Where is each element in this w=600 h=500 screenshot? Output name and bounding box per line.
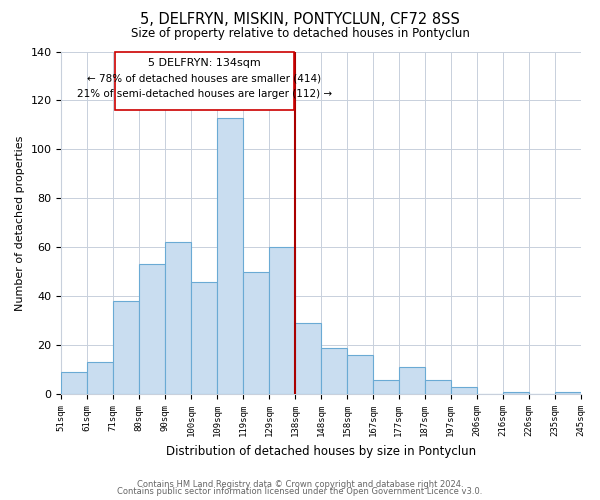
Bar	[321, 348, 347, 394]
Text: 5, DELFRYN, MISKIN, PONTYCLUN, CF72 8SS: 5, DELFRYN, MISKIN, PONTYCLUN, CF72 8SS	[140, 12, 460, 28]
Bar	[139, 264, 165, 394]
Text: Contains HM Land Registry data © Crown copyright and database right 2024.: Contains HM Land Registry data © Crown c…	[137, 480, 463, 489]
Bar	[399, 368, 425, 394]
Bar	[243, 272, 269, 394]
Bar	[373, 380, 399, 394]
Bar	[165, 242, 191, 394]
Text: Contains public sector information licensed under the Open Government Licence v3: Contains public sector information licen…	[118, 487, 482, 496]
Bar	[347, 355, 373, 394]
Y-axis label: Number of detached properties: Number of detached properties	[15, 135, 25, 310]
Bar	[425, 380, 451, 394]
Text: ← 78% of detached houses are smaller (414): ← 78% of detached houses are smaller (41…	[88, 74, 322, 84]
FancyBboxPatch shape	[115, 52, 295, 110]
Bar	[503, 392, 529, 394]
Text: 21% of semi-detached houses are larger (112) →: 21% of semi-detached houses are larger (…	[77, 90, 332, 100]
Bar	[191, 282, 217, 394]
Bar	[295, 323, 321, 394]
Bar	[113, 301, 139, 394]
Text: 5 DELFRYN: 134sqm: 5 DELFRYN: 134sqm	[148, 58, 261, 68]
Bar	[217, 118, 243, 394]
X-axis label: Distribution of detached houses by size in Pontyclun: Distribution of detached houses by size …	[166, 444, 476, 458]
Bar	[451, 387, 476, 394]
Bar	[61, 372, 88, 394]
Bar	[269, 248, 295, 394]
Text: Size of property relative to detached houses in Pontyclun: Size of property relative to detached ho…	[131, 28, 469, 40]
Bar	[88, 362, 113, 394]
Bar	[554, 392, 581, 394]
